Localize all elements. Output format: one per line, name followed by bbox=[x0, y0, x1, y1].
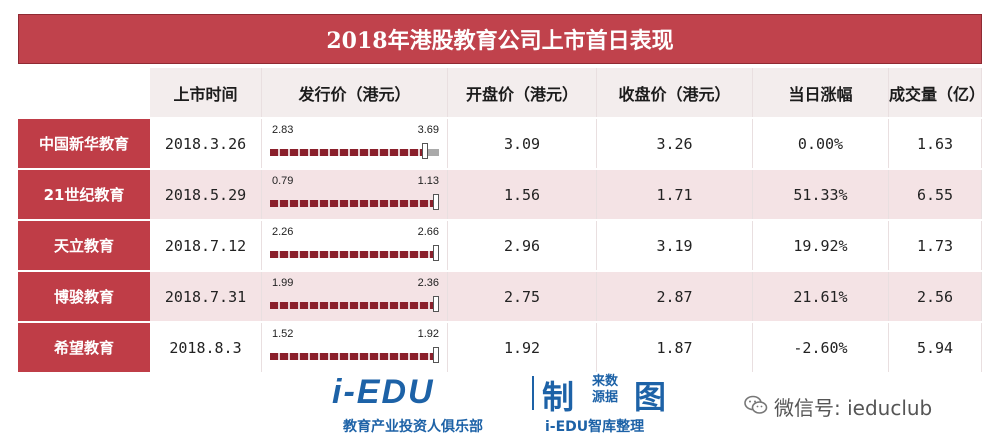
issue-price-low: 2.83 bbox=[272, 124, 294, 136]
logo-zhi: 制 bbox=[542, 378, 575, 416]
header-volume: 成交量（亿） bbox=[889, 68, 985, 117]
header-corner bbox=[18, 68, 150, 117]
price-range-fill bbox=[270, 353, 433, 360]
wechat-id: 微信号: ieduclub bbox=[744, 392, 932, 421]
issue-price-high: 2.36 bbox=[417, 277, 439, 289]
issue-price-marker bbox=[433, 296, 439, 312]
header-close-price: 收盘价（港元） bbox=[597, 68, 753, 117]
issue-price-high: 1.13 bbox=[417, 175, 439, 187]
open-price: 2.75 bbox=[448, 272, 597, 321]
listing-date: 2018.3.26 bbox=[150, 119, 262, 168]
issue-price-high: 1.92 bbox=[417, 328, 439, 340]
footer: i-EDU 制 来数 源据 图 教育产业投资人俱乐部 i-EDU智库整理 微信号… bbox=[0, 370, 1000, 448]
issue-price-low: 1.99 bbox=[272, 277, 294, 289]
volume: 1.73 bbox=[889, 221, 982, 270]
issue-price-low: 2.26 bbox=[272, 226, 294, 238]
table-title: 2018年港股教育公司上市首日表现 bbox=[18, 14, 982, 64]
open-price: 3.09 bbox=[448, 119, 597, 168]
close-price: 1.87 bbox=[597, 323, 753, 372]
close-price: 2.87 bbox=[597, 272, 753, 321]
listing-date: 2018.7.12 bbox=[150, 221, 262, 270]
day-change: 0.00% bbox=[753, 119, 889, 168]
company-name: 博骏教育 bbox=[18, 272, 150, 321]
logo-source-line-2: 源据 bbox=[592, 390, 619, 405]
price-range-fill bbox=[270, 302, 433, 309]
close-price: 1.71 bbox=[597, 170, 753, 219]
price-range-track bbox=[270, 194, 439, 210]
volume: 1.63 bbox=[889, 119, 982, 168]
issue-price-high: 3.69 bbox=[417, 124, 439, 136]
day-change: 19.92% bbox=[753, 221, 889, 270]
logo-divider bbox=[532, 376, 534, 410]
wechat-icon bbox=[744, 394, 768, 420]
source-credit: i-EDU智库整理 bbox=[545, 419, 645, 435]
wechat-text: 微信号: ieduclub bbox=[774, 396, 933, 420]
issue-price-range: 0.79 1.13 bbox=[262, 170, 448, 219]
issue-price-marker bbox=[433, 347, 439, 363]
price-range-fill bbox=[270, 149, 422, 156]
price-range-fill bbox=[270, 200, 433, 207]
volume: 5.94 bbox=[889, 323, 982, 372]
ipo-table: 上市时间 发行价（港元） 开盘价（港元） 收盘价（港元） 当日涨幅 成交量（亿）… bbox=[18, 68, 985, 372]
issue-price-marker bbox=[433, 245, 439, 261]
price-range-track bbox=[270, 347, 439, 363]
listing-date: 2018.7.31 bbox=[150, 272, 262, 321]
volume: 2.56 bbox=[889, 272, 982, 321]
issue-price-range: 2.26 2.66 bbox=[262, 221, 448, 270]
logo-tu: 图 bbox=[634, 378, 667, 416]
issue-price-range: 2.83 3.69 bbox=[262, 119, 448, 168]
volume: 6.55 bbox=[889, 170, 982, 219]
header-open-price: 开盘价（港元） bbox=[448, 68, 597, 117]
open-price: 1.92 bbox=[448, 323, 597, 372]
day-change: 51.33% bbox=[753, 170, 889, 219]
header-listing-date: 上市时间 bbox=[150, 68, 262, 117]
logo-source-line-1: 来数 bbox=[592, 374, 619, 389]
company-name: 希望教育 bbox=[18, 323, 150, 372]
issue-price-range: 1.52 1.92 bbox=[262, 323, 448, 372]
issue-price-marker bbox=[433, 194, 439, 210]
company-name: 中国新华教育 bbox=[18, 119, 150, 168]
iedu-logo: i-EDU bbox=[332, 373, 435, 411]
issue-price-marker bbox=[422, 143, 428, 159]
open-price: 1.56 bbox=[448, 170, 597, 219]
price-range-track bbox=[270, 245, 439, 261]
day-change: 21.61% bbox=[753, 272, 889, 321]
header-issue-price: 发行价（港元） bbox=[262, 68, 448, 117]
company-name: 21世纪教育 bbox=[18, 170, 150, 219]
close-price: 3.26 bbox=[597, 119, 753, 168]
club-name: 教育产业投资人俱乐部 bbox=[343, 419, 483, 435]
company-name: 天立教育 bbox=[18, 221, 150, 270]
issue-price-range: 1.99 2.36 bbox=[262, 272, 448, 321]
logo-source-data: 来数 源据 bbox=[592, 374, 618, 406]
close-price: 3.19 bbox=[597, 221, 753, 270]
header-day-change: 当日涨幅 bbox=[753, 68, 889, 117]
price-range-track bbox=[270, 296, 439, 312]
open-price: 2.96 bbox=[448, 221, 597, 270]
day-change: -2.60% bbox=[753, 323, 889, 372]
listing-date: 2018.8.3 bbox=[150, 323, 262, 372]
issue-price-high: 2.66 bbox=[417, 226, 439, 238]
price-range-fill bbox=[270, 251, 433, 258]
issue-price-low: 0.79 bbox=[272, 175, 294, 187]
issue-price-low: 1.52 bbox=[272, 328, 294, 340]
listing-date: 2018.5.29 bbox=[150, 170, 262, 219]
price-range-track bbox=[270, 143, 439, 159]
